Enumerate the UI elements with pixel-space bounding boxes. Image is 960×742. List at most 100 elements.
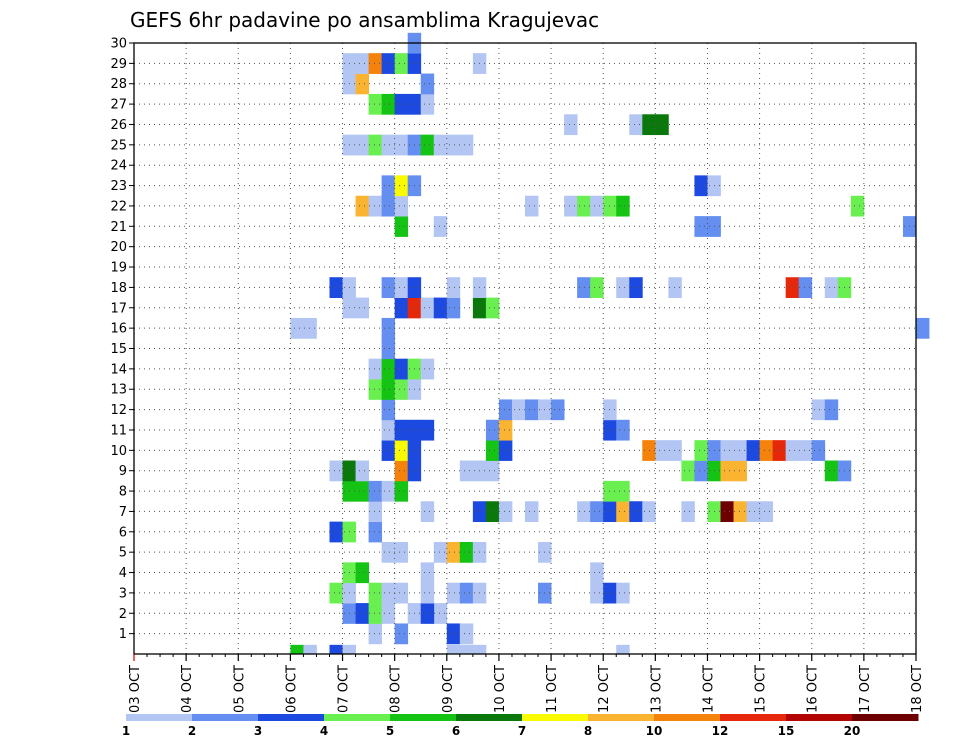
y-tick-label: 26 [110, 118, 127, 133]
heat-cell [446, 297, 461, 319]
y-tick-label: 29 [110, 57, 127, 72]
heat-cell [485, 501, 500, 523]
heat-cell [368, 358, 383, 380]
heat-cell [590, 277, 604, 298]
heat-cell [824, 277, 839, 298]
colorbar-label: 10 [646, 724, 663, 738]
x-tick-label: 18 OCT [910, 665, 925, 713]
heat-cell [616, 582, 630, 604]
heat-cell [459, 582, 474, 604]
colorbar-label: 7 [518, 724, 526, 738]
y-tick-label: 7 [119, 505, 127, 520]
y-tick-label: 17 [110, 301, 127, 316]
heat-cell [420, 134, 435, 156]
colorbar-label: 12 [712, 724, 729, 738]
heat-cell [577, 277, 591, 298]
x-tick-label: 15 OCT [754, 665, 769, 713]
heat-cell [720, 501, 734, 523]
heat-cell [525, 501, 539, 523]
colorbar-label: 5 [386, 724, 394, 738]
heat-cell [785, 277, 800, 298]
heat-cell [811, 399, 826, 421]
heat-cell [420, 562, 435, 584]
y-tick-label: 24 [110, 159, 127, 174]
heat-cell [420, 501, 435, 523]
heat-cell [394, 195, 409, 217]
y-tick-label: 28 [110, 77, 127, 92]
y-tick-label: 5 [119, 546, 127, 561]
y-tick-label: 16 [110, 322, 127, 337]
heat-cell [381, 195, 396, 217]
heat-cell [290, 644, 304, 655]
heat-cell [616, 501, 630, 523]
colorbar-swatch [654, 714, 721, 721]
heat-cell [394, 53, 409, 74]
heat-cell [798, 277, 813, 298]
heat-cell [355, 195, 369, 217]
x-tick-label: 11 OCT [545, 665, 560, 713]
heat-cell [446, 134, 461, 156]
heat-cell [564, 195, 578, 217]
y-tick-label: 15 [110, 342, 127, 357]
y-tick-label: 12 [110, 403, 127, 418]
heat-cell [720, 440, 734, 461]
heat-cell [446, 644, 461, 655]
y-tick-label: 25 [110, 138, 127, 153]
heat-cell [459, 134, 474, 156]
heat-cell [420, 419, 435, 441]
y-tick-label: 6 [119, 525, 127, 540]
heat-cell [485, 419, 500, 441]
heat-cell [590, 582, 604, 604]
heat-cell [681, 460, 695, 482]
heat-cell [381, 134, 396, 156]
x-tick-label: 07 OCT [337, 665, 352, 713]
heat-cell [394, 480, 409, 502]
heat-cell [629, 277, 643, 298]
heat-cell [433, 297, 448, 319]
heat-cell [329, 521, 343, 543]
colorbar-swatch [588, 714, 655, 721]
heat-cell [381, 53, 396, 74]
heat-cell [394, 277, 409, 298]
heat-cell [564, 114, 578, 136]
y-tick-label: 23 [110, 179, 127, 194]
heat-cell [433, 541, 448, 563]
heat-cell [733, 501, 747, 523]
heat-cell [355, 53, 369, 74]
heat-cell [368, 603, 383, 624]
heat-cell [329, 460, 343, 482]
heat-cell [498, 399, 513, 421]
heat-cell [525, 195, 539, 217]
x-tick-label: 08 OCT [389, 665, 404, 713]
chart-title: GEFS 6hr padavine po ansamblima Kragujev… [130, 8, 599, 32]
colorbar-label: 6 [452, 724, 460, 738]
heat-cell [824, 399, 839, 421]
colorbar-swatch [852, 714, 919, 721]
heat-cell [485, 460, 500, 482]
heat-cell [420, 603, 435, 624]
heat-cell [381, 317, 396, 339]
heat-cell [355, 603, 369, 624]
colorbar-label: 15 [778, 724, 795, 738]
heat-cell [381, 379, 396, 400]
heat-cell [420, 73, 435, 95]
heat-cell [394, 175, 409, 197]
colorbar-label: 1 [122, 724, 130, 738]
heat-cell [381, 93, 396, 115]
heat-cell [368, 53, 383, 74]
heat-cell [694, 175, 708, 197]
heat-cell [433, 216, 448, 237]
x-tick-label: 16 OCT [806, 665, 821, 713]
heat-cell [394, 582, 409, 604]
heat-cell [498, 419, 513, 441]
heat-cell [368, 582, 383, 604]
heat-cell [733, 440, 747, 461]
heat-cell [329, 582, 343, 604]
heat-cell [746, 501, 760, 523]
x-tick-label: 12 OCT [597, 665, 612, 713]
y-tick-label: 9 [119, 464, 127, 479]
heat-cell [394, 419, 409, 441]
heat-cell [446, 623, 461, 645]
heat-cell [498, 440, 513, 461]
colorbar-swatch [324, 714, 391, 721]
